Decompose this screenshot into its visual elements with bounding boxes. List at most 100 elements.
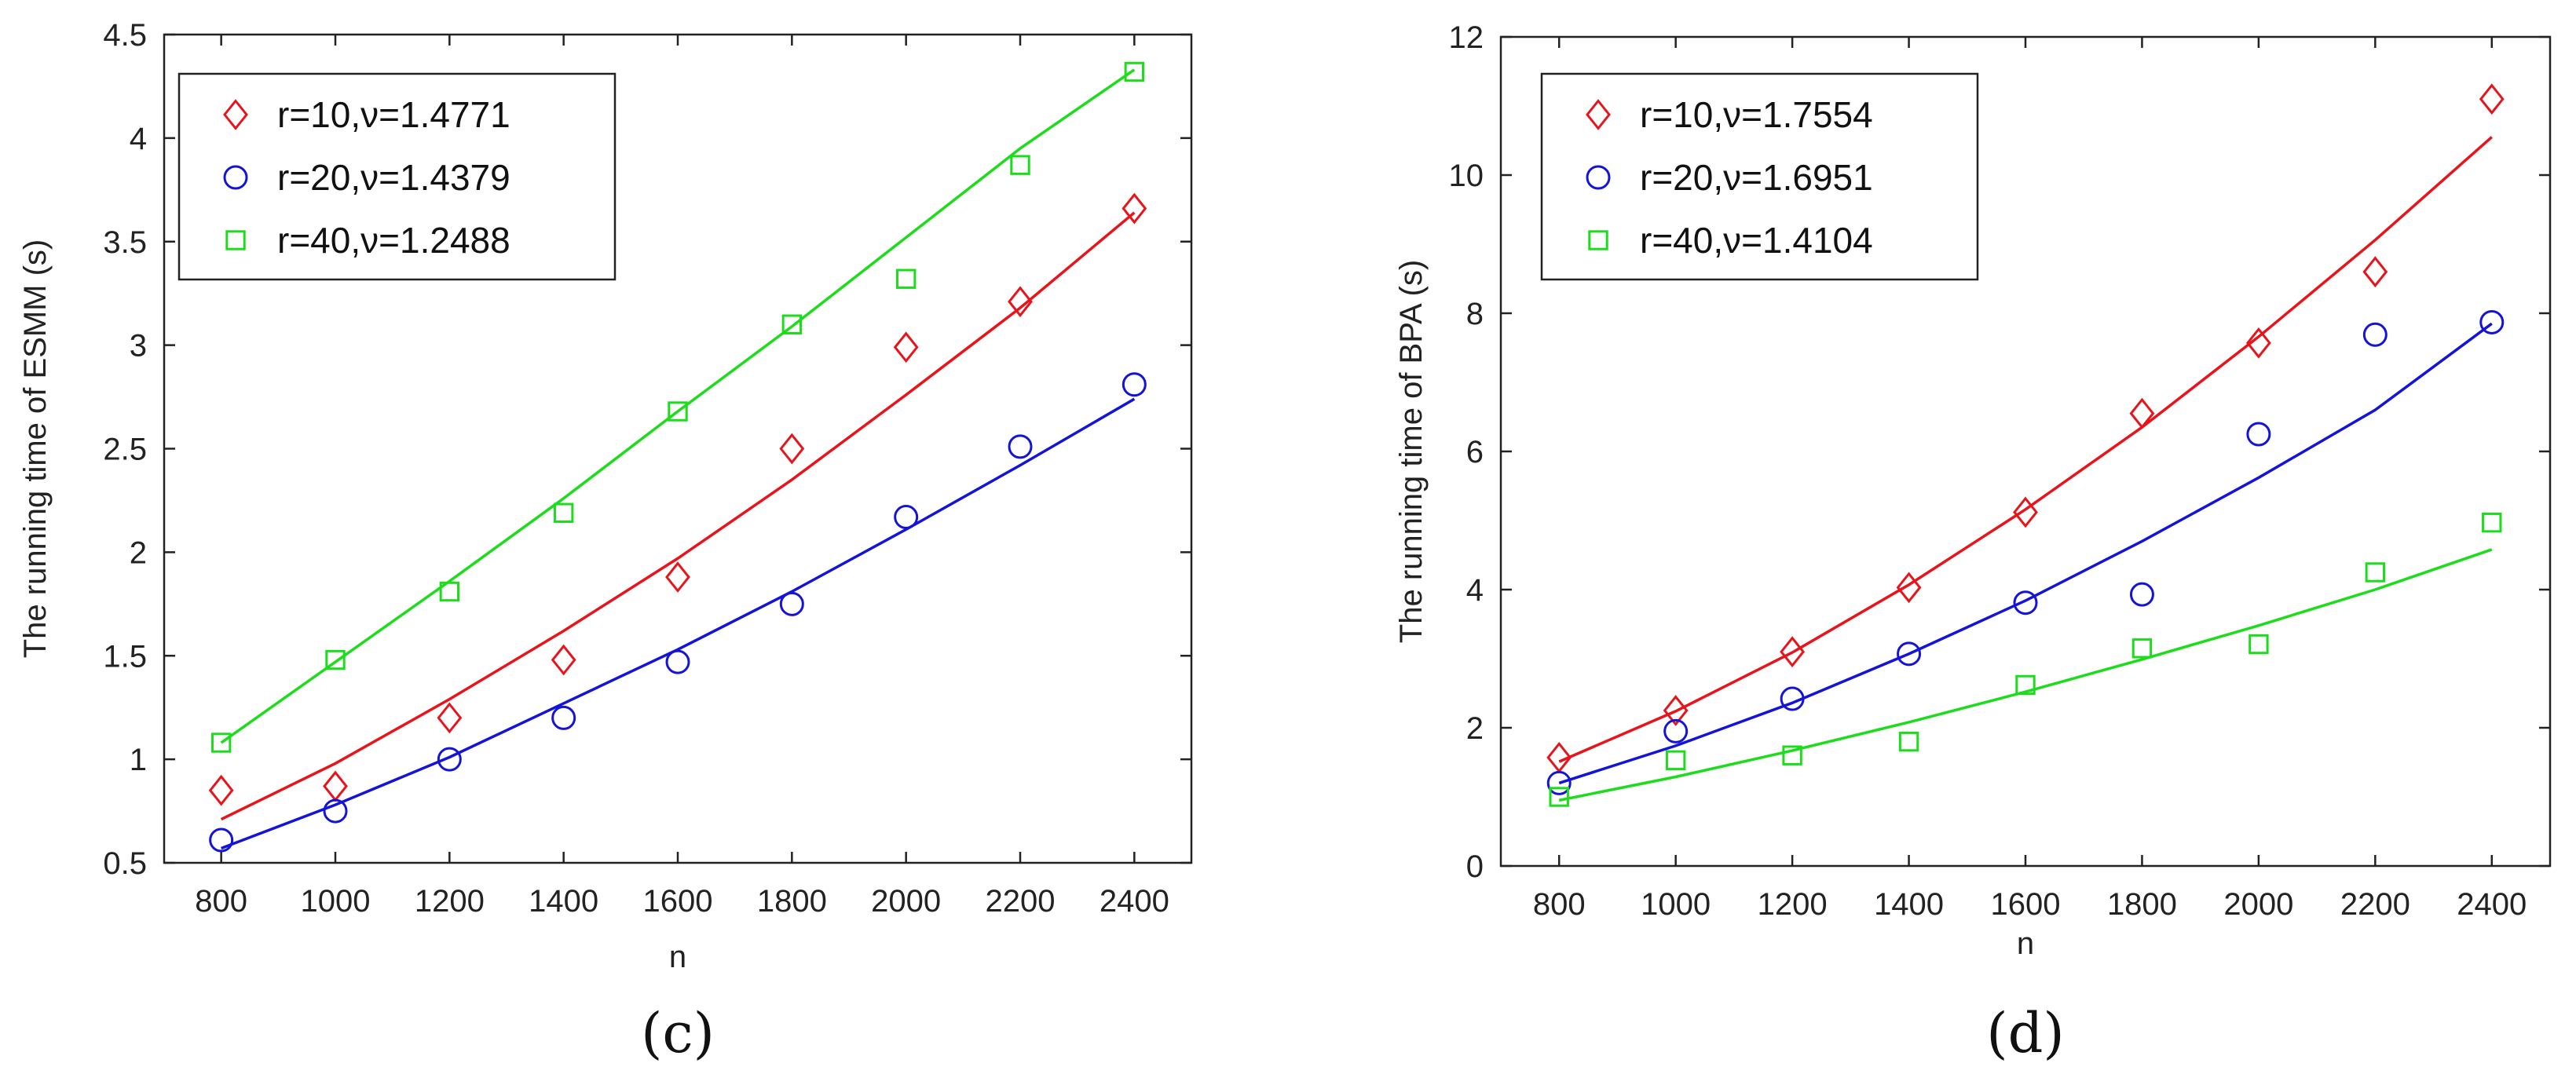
y-tick-label: 6	[1466, 435, 1484, 469]
data-point-series-2	[779, 591, 804, 616]
x-tick-label: 800	[1533, 887, 1586, 922]
y-axis-label: The running time of ESMM (s)	[18, 239, 53, 659]
data-point-series-1	[2129, 397, 2155, 429]
y-tick-label: 4	[1466, 573, 1484, 608]
x-tick-label: 1600	[1991, 887, 2061, 922]
data-point-series-2	[894, 505, 919, 530]
legend-label-series-2: r=20,ν=1.6951	[1640, 157, 1873, 198]
data-point-series-3	[1124, 61, 1145, 82]
y-tick-label: 8	[1466, 297, 1484, 331]
y-tick-label: 0	[1466, 849, 1484, 884]
legend-marker-series-2	[223, 165, 248, 190]
fit-line-series-1	[220, 211, 1136, 821]
data-point-series-1	[551, 644, 576, 676]
x-tick-label: 1200	[415, 884, 485, 919]
data-point-series-1	[2362, 256, 2388, 288]
data-point-series-2	[1122, 372, 1147, 397]
y-tick-label: 12	[1449, 20, 1484, 55]
data-point-series-2	[551, 705, 576, 730]
data-point-series-1	[779, 433, 805, 465]
data-point-series-3	[2249, 634, 2269, 655]
data-point-series-3	[439, 581, 460, 602]
data-point-series-3	[553, 502, 574, 523]
data-point-series-3	[1782, 745, 1802, 765]
legend-marker-series-3	[1588, 230, 1608, 250]
data-point-series-3	[1549, 787, 1569, 807]
y-tick-label: 2	[1466, 711, 1484, 746]
x-tick-label: 2400	[1100, 884, 1169, 919]
data-point-series-2	[1897, 641, 1922, 667]
panel-label: (c)	[641, 1001, 715, 1065]
data-point-series-1	[1663, 695, 1689, 726]
y-tick-label: 3.5	[103, 225, 147, 260]
y-tick-label: 4.5	[103, 18, 147, 53]
legend-label-series-1: r=10,ν=1.4771	[277, 94, 510, 135]
x-tick-label: 800	[195, 884, 247, 919]
x-tick-label: 2000	[871, 884, 941, 919]
data-point-series-1	[437, 702, 463, 734]
x-tick-label: 1200	[1758, 887, 1828, 922]
fit-line-series-3	[1558, 548, 2493, 802]
x-tick-label: 1600	[643, 884, 713, 919]
data-point-series-3	[2131, 638, 2153, 659]
x-tick-label: 2400	[2457, 887, 2527, 922]
data-point-series-3	[325, 649, 346, 670]
data-point-series-1	[2245, 327, 2271, 359]
y-tick-label: 3	[130, 329, 147, 363]
data-point-series-2	[2129, 582, 2154, 607]
fit-line-series-3	[220, 68, 1136, 744]
legend: r=10,ν=1.4771 r=20,ν=1.4379 r=40,ν=1.2488	[177, 72, 617, 281]
data-point-series-1	[1780, 636, 1806, 668]
y-tick-label: 10	[1449, 159, 1484, 193]
data-point-series-2	[2479, 309, 2505, 334]
data-point-series-2	[1008, 434, 1033, 459]
legend-label-series-3: r=40,ν=1.4104	[1640, 220, 1873, 261]
y-tick-label: 1	[130, 743, 147, 777]
data-point-series-3	[2482, 512, 2502, 533]
data-point-series-3	[781, 314, 803, 334]
x-tick-label: 1400	[529, 884, 598, 919]
data-point-series-2	[209, 827, 234, 853]
x-tick-label: 2000	[2223, 887, 2293, 922]
fit-line-series-2	[1558, 322, 2493, 785]
legend-marker-series-1	[223, 99, 248, 130]
y-tick-label: 4	[130, 122, 147, 156]
y-tick-label: 1.5	[103, 639, 147, 674]
y-tick-label: 0.5	[103, 846, 147, 881]
data-point-series-2	[1663, 718, 1689, 743]
fit-line-series-1	[1558, 136, 2493, 763]
legend-box	[1540, 72, 1979, 281]
legend-box	[177, 72, 617, 281]
legend: r=10,ν=1.7554 r=20,ν=1.6951 r=40,ν=1.4104	[1540, 72, 1979, 281]
data-point-series-1	[893, 331, 919, 363]
x-tick-label: 1800	[757, 884, 827, 919]
data-point-series-3	[2365, 562, 2386, 583]
y-tick-label: 2.5	[103, 433, 147, 467]
legend-marker-series-3	[225, 230, 246, 250]
data-point-series-1	[208, 774, 234, 806]
x-tick-label: 1000	[301, 884, 371, 919]
data-point-series-1	[2013, 496, 2038, 528]
data-point-series-1	[665, 561, 690, 593]
data-point-series-2	[1780, 686, 1805, 711]
chart-panel-d: 800 1000 1200 1400 1600 1800 2000 2200 2400 0 2 4 6 8…	[1394, 20, 2552, 1065]
x-tick-label: 2200	[986, 884, 1056, 919]
legend-label-series-2: r=20,ν=1.4379	[277, 157, 510, 198]
x-tick-label: 1000	[1641, 887, 1711, 922]
legend-label-series-3: r=40,ν=1.2488	[277, 220, 510, 261]
legend-label-series-1: r=10,ν=1.7554	[1640, 94, 1873, 135]
panel-label: (d)	[1986, 1001, 2064, 1065]
data-point-series-3	[1898, 731, 1919, 752]
x-tick-label: 2200	[2340, 887, 2410, 922]
x-axis-label: n	[669, 940, 686, 974]
data-point-series-3	[210, 732, 232, 753]
data-point-series-3	[1010, 155, 1030, 175]
legend-marker-series-2	[1586, 165, 1611, 190]
y-axis-label: The running time of BPA (s)	[1394, 260, 1429, 643]
data-point-series-3	[1665, 750, 1686, 771]
x-tick-label: 1400	[1874, 887, 1944, 922]
data-point-series-2	[437, 747, 462, 772]
data-point-series-1	[1122, 192, 1147, 225]
data-point-series-3	[668, 401, 688, 422]
